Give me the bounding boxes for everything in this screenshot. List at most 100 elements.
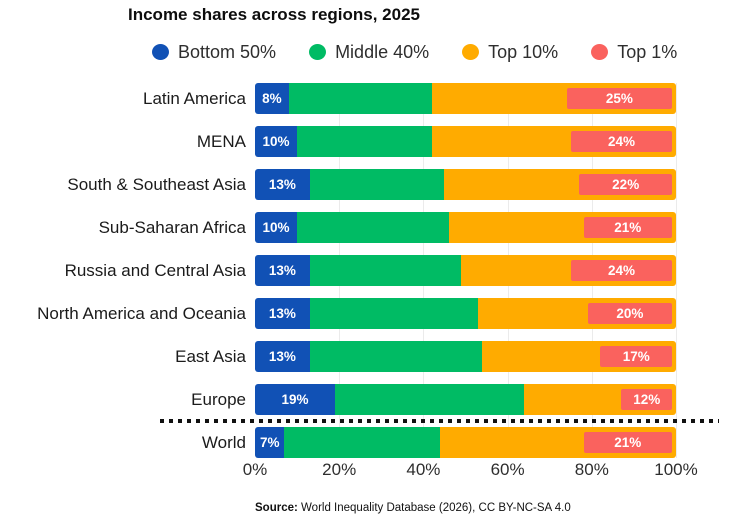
bar-segment-bottom-50: 13% — [255, 169, 310, 200]
bar-segment-middle-40 — [309, 298, 479, 329]
bar-segment-bottom-50: 13% — [255, 298, 310, 329]
bar-track: 10% 21% — [255, 212, 676, 243]
axis-tick-20: 20% — [322, 460, 357, 479]
axis-tick-80: 80% — [574, 460, 609, 479]
bar-overlay-top-1: 21% — [583, 432, 672, 453]
chart-row: World 7% 21% — [0, 427, 746, 458]
axis-tick-40: 40% — [406, 460, 441, 479]
category-label: South & Southeast Asia — [67, 174, 246, 194]
bar-overlay-top-1: 24% — [570, 131, 672, 152]
chart-title: Income shares across regions, 2025 — [128, 5, 420, 24]
bar-segment-middle-40 — [284, 427, 441, 458]
top-1-value-label: 25% — [605, 91, 633, 106]
bar-segment-bottom-50: 7% — [255, 427, 285, 458]
bar-track: 10% 24% — [255, 126, 676, 157]
bar-segment-bottom-50: 13% — [255, 255, 310, 286]
bottom-50-value-label: 19% — [281, 392, 309, 407]
bar-track: 13% 22% — [255, 169, 676, 200]
bar-overlay-top-1: 17% — [600, 346, 672, 367]
legend-label-top-10: Top 10% — [488, 41, 559, 62]
plot-area: Latin America 8% 25% MENA 10% 24% South … — [0, 83, 746, 479]
axis-tick-0: 0% — [242, 460, 268, 479]
x-axis: 0% 20% 40% 60% 80% 100% — [243, 460, 698, 482]
bar-rows: Latin America 8% 25% MENA 10% 24% South … — [0, 83, 746, 470]
bar-overlay-top-1: 21% — [583, 217, 672, 238]
category-label: World — [201, 432, 246, 452]
top-1-value-label: 21% — [614, 435, 642, 450]
bottom-50-dot-icon — [152, 44, 169, 60]
bar-segment-middle-40 — [288, 83, 432, 114]
top-1-value-label: 20% — [616, 306, 644, 321]
top-10-dot-icon — [462, 44, 480, 60]
chart-row: Latin America 8% 25% — [0, 83, 746, 114]
bar-segment-bottom-50: 10% — [255, 212, 298, 243]
source-text: World Inequality Database (2026), CC BY-… — [297, 502, 571, 514]
top-1-value-label: 24% — [607, 263, 635, 278]
bar-overlay-top-1: 25% — [566, 88, 672, 109]
bar-segment-middle-40 — [297, 126, 432, 157]
chart-row: Europe 19% 12% — [0, 384, 746, 415]
middle-40-dot-icon — [309, 44, 327, 60]
bottom-50-value-label: 10% — [262, 134, 290, 149]
bar-segment-middle-40 — [309, 341, 483, 372]
bar-track: 13% 20% — [255, 298, 676, 329]
top-1-value-label: 22% — [612, 177, 640, 192]
bar-overlay-top-1: 22% — [579, 174, 672, 195]
legend-label-top-1: Top 1% — [617, 41, 678, 62]
chart-row: Sub-Saharan Africa 10% 21% — [0, 212, 746, 243]
category-label: Europe — [191, 389, 246, 409]
bar-overlay-top-1: 20% — [587, 303, 672, 324]
chart-row: East Asia 13% 17% — [0, 341, 746, 372]
bar-segment-middle-40 — [309, 169, 445, 200]
legend: Bottom 50% Middle 40% Top 10% Top 1% — [152, 40, 677, 64]
bar-segment-middle-40 — [334, 384, 525, 415]
category-label: Russia and Central Asia — [64, 260, 246, 280]
bar-segment-bottom-50: 8% — [255, 83, 289, 114]
bar-segment-bottom-50: 13% — [255, 341, 310, 372]
bar-track: 13% 24% — [255, 255, 676, 286]
legend-item-top-1: Top 1% — [591, 42, 677, 63]
bar-track: 8% 25% — [255, 83, 676, 114]
category-label: MENA — [196, 131, 246, 151]
top-1-dot-icon — [591, 44, 609, 60]
gridline-100 — [676, 83, 677, 458]
category-label: Latin America — [143, 88, 246, 108]
chart-row: MENA 10% 24% — [0, 126, 746, 157]
bottom-50-value-label: 10% — [262, 220, 290, 235]
bottom-50-value-label: 7% — [259, 435, 280, 450]
bottom-50-value-label: 13% — [268, 263, 296, 278]
category-label: Sub-Saharan Africa — [98, 217, 246, 237]
world-separator-dotted-line — [160, 419, 719, 423]
legend-item-bottom-50: Bottom 50% — [152, 42, 276, 63]
top-1-value-label: 17% — [622, 349, 650, 364]
bar-overlay-top-1: 12% — [621, 389, 672, 410]
source-label: Source: — [255, 502, 298, 514]
legend-label-bottom-50: Bottom 50% — [178, 41, 277, 62]
bottom-50-value-label: 13% — [268, 177, 296, 192]
chart-row: South & Southeast Asia 13% 22% — [0, 169, 746, 200]
bar-segment-middle-40 — [309, 255, 462, 286]
bar-track: 13% 17% — [255, 341, 676, 372]
bottom-50-value-label: 8% — [262, 91, 282, 106]
axis-tick-60: 60% — [490, 460, 525, 479]
bar-segment-bottom-50: 19% — [255, 384, 335, 415]
axis-tick-100: 100% — [654, 460, 698, 479]
bar-segment-middle-40 — [297, 212, 449, 243]
bottom-50-value-label: 13% — [268, 349, 296, 364]
bar-overlay-top-1: 24% — [570, 260, 672, 281]
top-1-value-label: 21% — [614, 220, 642, 235]
bar-segment-bottom-50: 10% — [255, 126, 298, 157]
legend-label-middle-40: Middle 40% — [335, 41, 430, 62]
chart-row: Russia and Central Asia 13% 24% — [0, 255, 746, 286]
top-1-value-label: 12% — [633, 392, 661, 407]
category-label: East Asia — [175, 346, 246, 366]
legend-item-top-10: Top 10% — [462, 42, 558, 63]
chart-row: North America and Oceania 13% 20% — [0, 298, 746, 329]
source-line: Source: World Inequality Database (2026)… — [255, 502, 571, 514]
category-label: North America and Oceania — [37, 303, 246, 323]
bar-track: 7% 21% — [255, 427, 676, 458]
bottom-50-value-label: 13% — [268, 306, 296, 321]
legend-item-middle-40: Middle 40% — [309, 42, 429, 63]
bar-track: 19% 12% — [255, 384, 676, 415]
